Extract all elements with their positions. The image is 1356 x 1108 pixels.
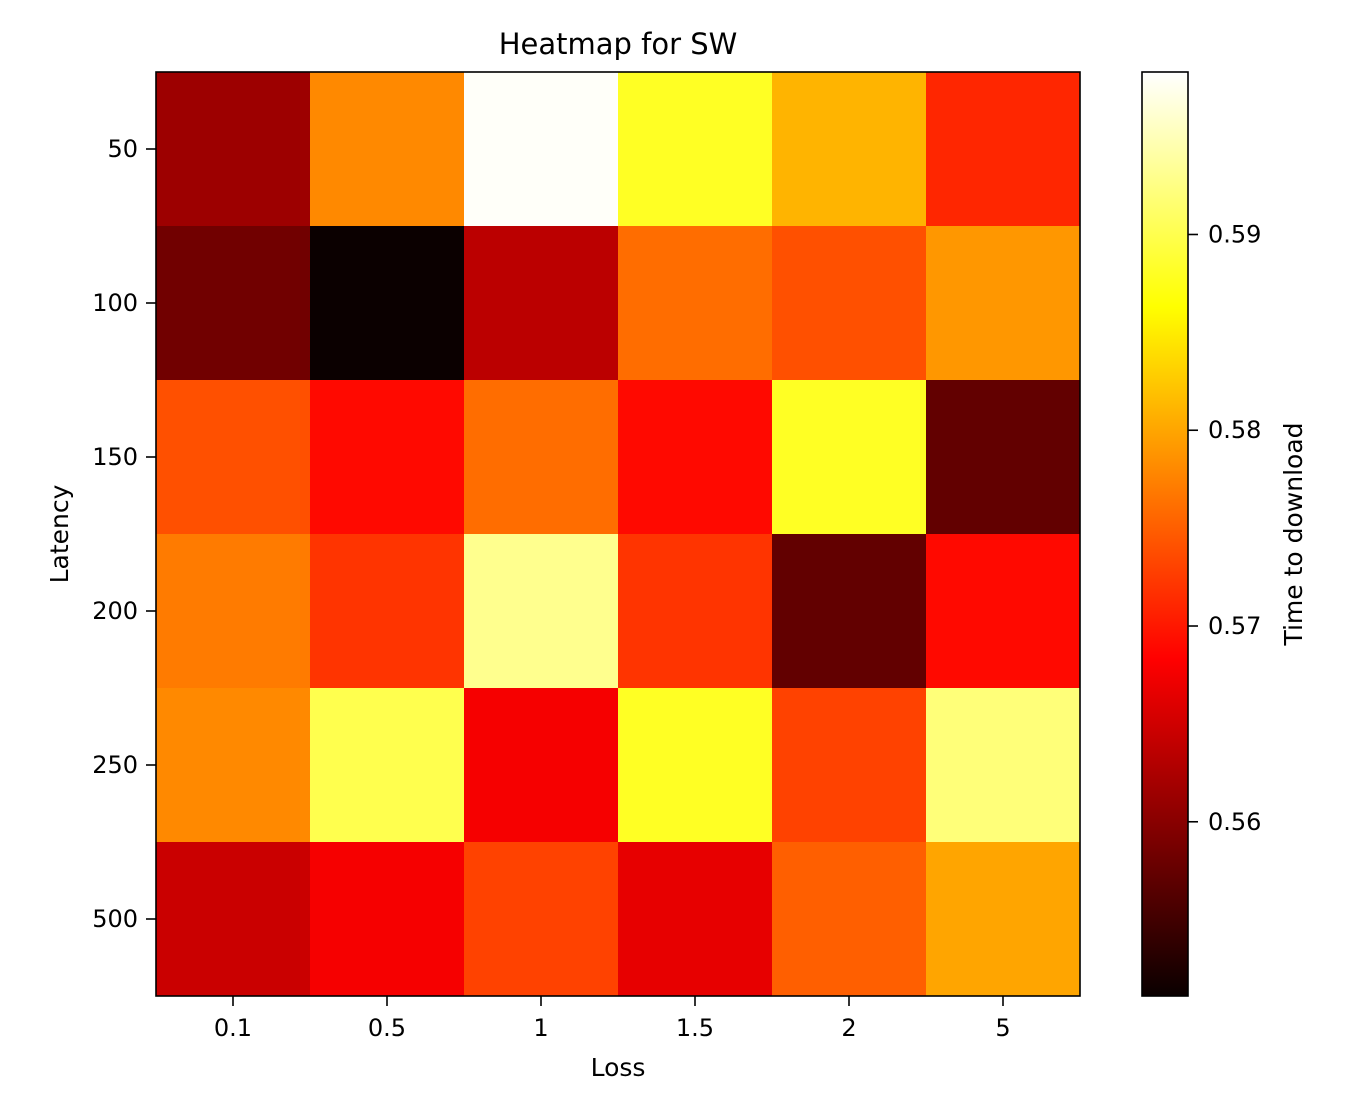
heatmap-cell-50-1 — [464, 72, 619, 227]
y-tick-label: 100 — [92, 289, 138, 317]
x-tick-label: 0.1 — [214, 1014, 252, 1042]
heatmap-cell-50-5 — [926, 72, 1081, 227]
heatmap-cell-500-0.1 — [156, 842, 311, 997]
heatmap-cell-250-0.1 — [156, 688, 311, 843]
chart-title: Heatmap for SW — [499, 27, 738, 61]
heatmap-cell-150-1.5 — [618, 380, 773, 535]
x-tick-label: 0.5 — [368, 1014, 406, 1042]
heatmap-cell-150-2 — [772, 380, 927, 535]
colorbar-tick-label: 0.57 — [1208, 612, 1261, 640]
heatmap-cell-150-1 — [464, 380, 619, 535]
heatmap-cell-100-5 — [926, 226, 1081, 381]
y-tick-label: 150 — [92, 443, 138, 471]
colorbar-tick-label: 0.56 — [1208, 808, 1261, 836]
x-tick-label: 1 — [533, 1014, 548, 1042]
heatmap-cell-250-5 — [926, 688, 1081, 843]
heatmap-cell-500-2 — [772, 842, 927, 997]
heatmap-cell-150-0.5 — [310, 380, 465, 535]
heatmap-cell-250-1 — [464, 688, 619, 843]
heatmap-cell-150-0.1 — [156, 380, 311, 535]
x-axis-label: Loss — [591, 1053, 646, 1082]
colorbar: 0.56 0.57 0.58 0.59 Time to download — [1141, 71, 1308, 997]
y-axis-label: Latency — [45, 484, 74, 583]
x-axis-ticks: 0.1 0.5 1 1.5 2 5 — [214, 996, 1011, 1042]
y-axis-ticks: 50 100 150 200 250 500 — [92, 135, 156, 933]
heatmap-cell-200-1.5 — [618, 534, 773, 689]
x-tick-label: 5 — [995, 1014, 1010, 1042]
y-tick-label: 200 — [92, 597, 138, 625]
y-tick-label: 250 — [92, 751, 138, 779]
y-tick-label: 500 — [92, 905, 138, 933]
heatmap-cell-250-0.5 — [310, 688, 465, 843]
heatmap-cell-100-2 — [772, 226, 927, 381]
colorbar-ticks: 0.56 0.57 0.58 0.59 — [1188, 220, 1261, 836]
heatmap-cell-500-1.5 — [618, 842, 773, 997]
heatmap-cell-100-0.5 — [310, 226, 465, 381]
heatmap-cell-200-2 — [772, 534, 927, 689]
colorbar-gradient — [1141, 71, 1189, 997]
plot-frame — [155, 71, 1081, 997]
y-tick-label: 50 — [107, 135, 138, 163]
heatmap-cell-100-1.5 — [618, 226, 773, 381]
colorbar-tick-label: 0.58 — [1208, 416, 1261, 444]
heatmap-cell-200-0.5 — [310, 534, 465, 689]
heatmap-cell-100-0.1 — [156, 226, 311, 381]
heatmap-cell-250-1.5 — [618, 688, 773, 843]
heatmap-cell-200-1 — [464, 534, 619, 689]
heatmap-cell-100-1 — [464, 226, 619, 381]
heatmap-cell-200-5 — [926, 534, 1081, 689]
heatmap-cell-500-5 — [926, 842, 1081, 997]
heatmap-cell-150-5 — [926, 380, 1081, 535]
heatmap-cells — [156, 72, 1081, 997]
heatmap-cell-500-0.5 — [310, 842, 465, 997]
heatmap-cell-50-0.1 — [156, 72, 311, 227]
heatmap-cell-500-1 — [464, 842, 619, 997]
colorbar-tick-label: 0.59 — [1208, 220, 1261, 248]
heatmap-cell-50-0.5 — [310, 72, 465, 227]
colorbar-label: Time to download — [1279, 422, 1308, 646]
x-tick-label: 2 — [841, 1014, 856, 1042]
heatmap-cell-50-1.5 — [618, 72, 773, 227]
x-tick-label: 1.5 — [676, 1014, 714, 1042]
heatmap-cell-250-2 — [772, 688, 927, 843]
heatmap-cell-50-2 — [772, 72, 927, 227]
heatmap-cell-200-0.1 — [156, 534, 311, 689]
